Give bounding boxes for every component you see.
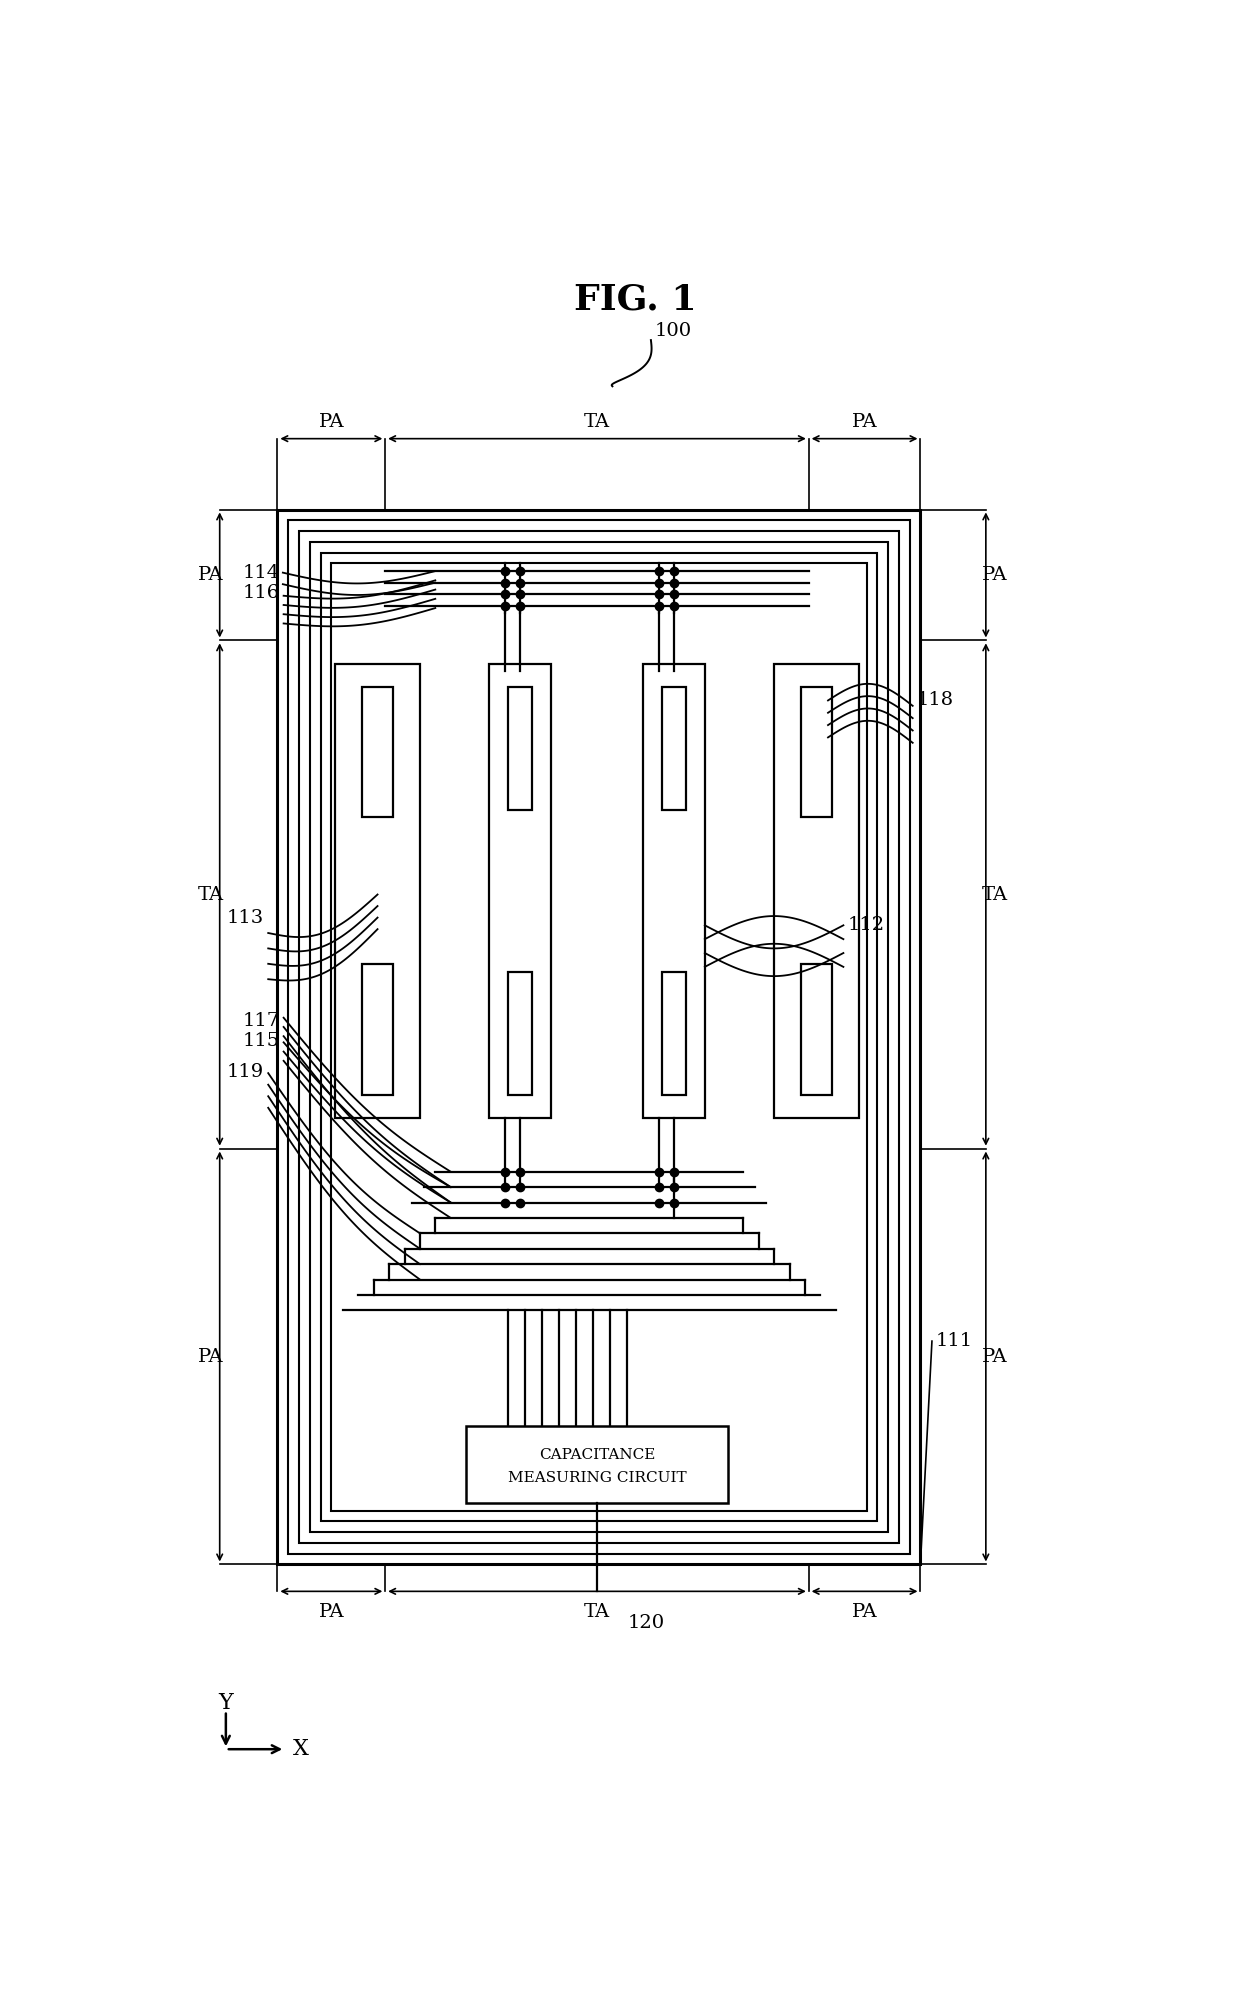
Text: PA: PA <box>982 1348 1008 1366</box>
Text: PA: PA <box>197 566 223 584</box>
Bar <box>310 542 888 1532</box>
Bar <box>644 664 704 1118</box>
Text: PA: PA <box>197 1348 223 1366</box>
Text: 120: 120 <box>627 1614 665 1632</box>
Text: 111: 111 <box>936 1332 973 1350</box>
Bar <box>278 510 920 1564</box>
Text: TA: TA <box>584 1602 610 1620</box>
Bar <box>490 664 551 1118</box>
Text: 117: 117 <box>243 1012 280 1030</box>
Text: 113: 113 <box>227 908 264 926</box>
Text: FIG. 1: FIG. 1 <box>574 282 697 316</box>
Bar <box>801 686 832 818</box>
Bar <box>801 964 832 1094</box>
Text: X: X <box>293 1738 309 1760</box>
Text: MEASURING CIRCUIT: MEASURING CIRCUIT <box>507 1472 686 1486</box>
Text: 116: 116 <box>243 584 280 602</box>
Bar <box>288 520 910 1554</box>
Bar <box>466 1426 728 1502</box>
Text: TA: TA <box>197 886 223 904</box>
Bar <box>331 564 867 1510</box>
Text: 115: 115 <box>243 1032 280 1050</box>
Bar <box>299 532 899 1542</box>
Text: 118: 118 <box>916 692 954 710</box>
Text: PA: PA <box>319 1602 345 1620</box>
Bar <box>321 552 877 1522</box>
Bar <box>508 686 532 810</box>
Bar <box>774 664 859 1118</box>
Text: 114: 114 <box>243 564 280 582</box>
Bar <box>508 972 532 1094</box>
Text: TA: TA <box>982 886 1008 904</box>
Bar <box>362 686 393 818</box>
Bar <box>662 972 686 1094</box>
Bar <box>662 686 686 810</box>
Text: PA: PA <box>852 1602 878 1620</box>
Text: Y: Y <box>218 1692 233 1714</box>
Text: PA: PA <box>982 566 1008 584</box>
Text: TA: TA <box>584 412 610 430</box>
Text: 100: 100 <box>655 322 692 340</box>
Bar <box>362 964 393 1094</box>
Text: PA: PA <box>852 412 878 430</box>
Text: PA: PA <box>319 412 345 430</box>
Text: CAPACITANCE: CAPACITANCE <box>539 1448 655 1462</box>
Bar <box>335 664 420 1118</box>
Text: 112: 112 <box>847 916 884 934</box>
Text: 119: 119 <box>227 1062 264 1080</box>
